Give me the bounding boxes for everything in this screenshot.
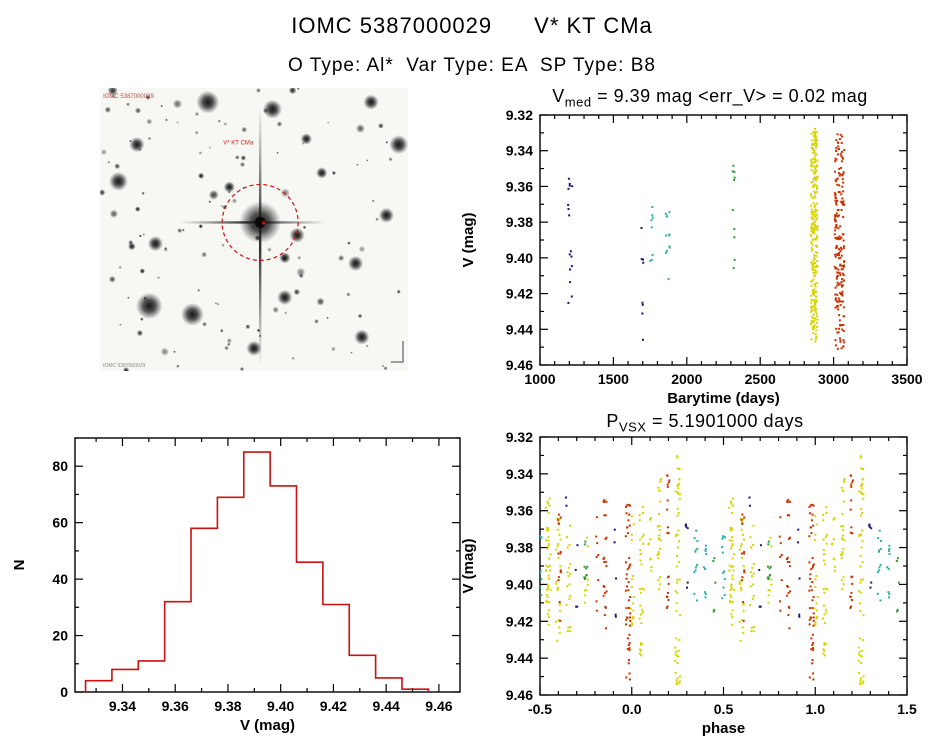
timeseries-plot-canvas xyxy=(455,84,944,406)
phase-plot-title: PVSX = 5.1901000 days xyxy=(505,411,905,435)
phase-title-text: = 5.1901000 days xyxy=(646,411,804,431)
phase-plot-canvas xyxy=(455,410,944,747)
timeseries-title: Vmed = 9.39 mag <err_V> = 0.02 mag xyxy=(510,86,910,110)
page-title-id: IOMC 5387000029 xyxy=(291,13,493,38)
page-title-star: V* KT CMa xyxy=(534,13,653,38)
histogram-canvas xyxy=(10,425,465,747)
phase-title-subscript: VSX xyxy=(618,419,647,435)
page-title: IOMC 5387000029 V* KT CMa xyxy=(0,13,944,39)
timeseries-title-text: = 9.39 mag <err_V> = 0.02 mag xyxy=(591,86,868,106)
timeseries-title-subscript: med xyxy=(564,94,592,110)
phase-title-prefix: P xyxy=(606,411,619,431)
timeseries-title-prefix: V xyxy=(552,86,565,106)
finding-chart-image xyxy=(100,88,408,371)
page-subtitle: O Type: Al* Var Type: EA SP Type: B8 xyxy=(288,55,656,76)
